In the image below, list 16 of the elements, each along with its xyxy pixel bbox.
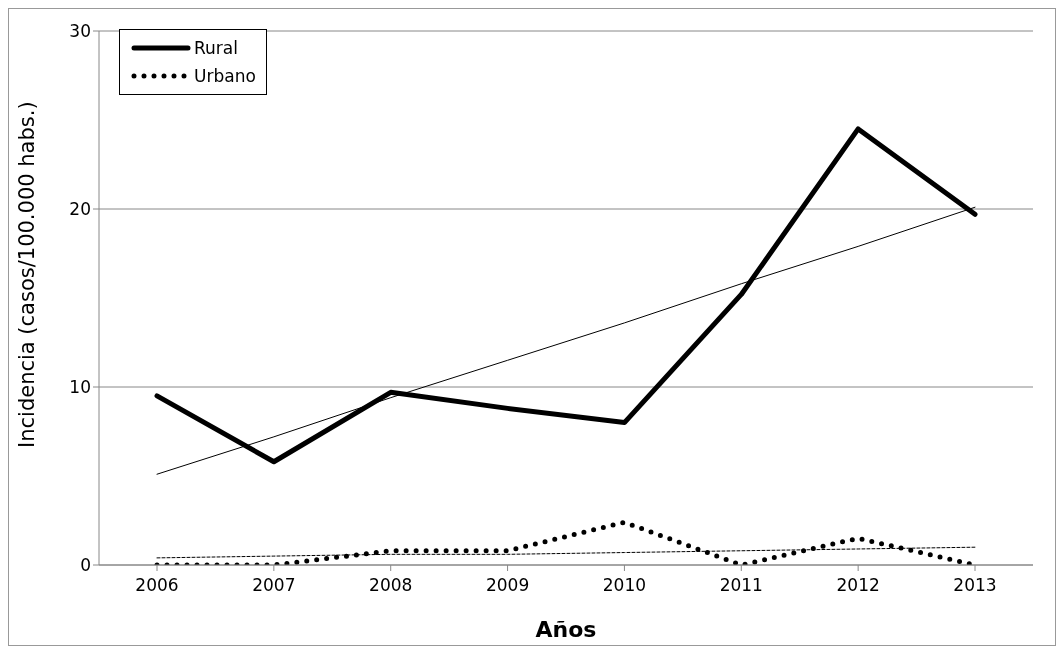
x-tick-label: 2008 [369,575,413,596]
y-tick-label: 30 [69,21,91,42]
x-tick-label: 2010 [602,575,647,596]
x-axis-title: Años [535,617,597,642]
x-tick-label: 2007 [252,575,296,596]
x-tick-label: 2013 [953,575,997,596]
y-tick-label: 10 [69,377,91,398]
x-tick-label: 2011 [719,575,763,596]
legend-label: Urbano [194,66,256,86]
y-tick-label: 0 [80,555,91,576]
legend-label: Rural [194,38,238,58]
x-tick-label: 2012 [836,575,880,596]
x-tick-label: 2006 [135,575,179,596]
y-axis-title: Incidencia (casos/100.000 habs.) [15,101,40,448]
y-tick-label: 20 [69,199,91,220]
x-tick-label: 2009 [485,575,530,596]
